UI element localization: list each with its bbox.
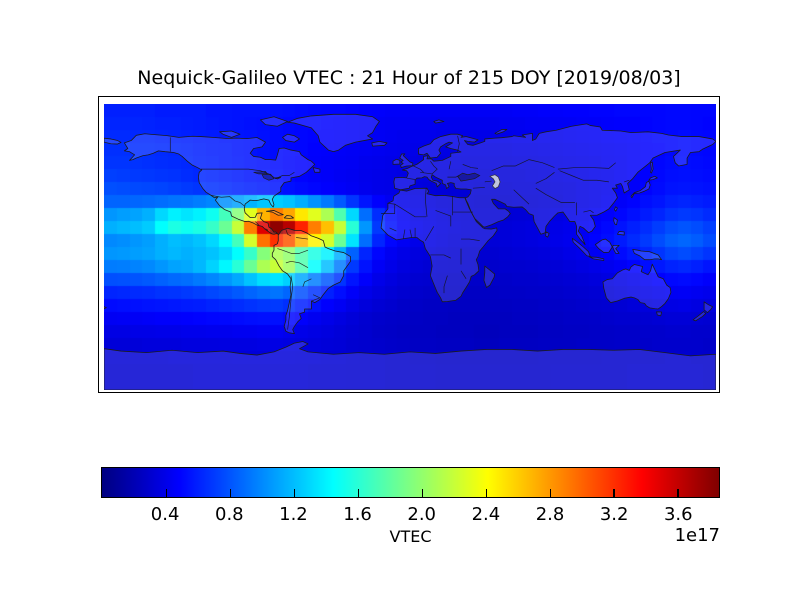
landmass-greenland xyxy=(288,114,380,151)
landmass-novaya-zemlya xyxy=(495,129,507,134)
map-area xyxy=(104,104,716,390)
colorbar-tick xyxy=(549,489,551,497)
landmass-eurasia xyxy=(394,124,716,245)
landmass-new-guinea xyxy=(633,249,662,259)
landmass-sulawesi xyxy=(612,245,619,253)
colorbar-tick-label: 2.4 xyxy=(471,504,501,525)
landmass-java xyxy=(589,257,603,261)
landmass-edge-islet xyxy=(104,307,106,309)
landmass-newfoundland xyxy=(313,168,320,173)
plot-title: Nequick-Galileo VTEC : 21 Hour of 215 DO… xyxy=(137,67,681,89)
landmass-north-america xyxy=(124,134,314,235)
colorbar-tick xyxy=(677,489,679,497)
colorbar-tick xyxy=(229,489,232,497)
landmass-new-zealand-north xyxy=(704,302,713,313)
caspian-sea xyxy=(490,175,500,189)
colorbar-tick xyxy=(357,489,360,497)
landmass-south-america xyxy=(272,228,350,333)
landmass-svalbard xyxy=(434,120,444,123)
landmass-japan xyxy=(631,181,650,198)
colorbar-label: VTEC xyxy=(389,527,432,546)
colorbar xyxy=(101,467,720,498)
black-sea xyxy=(458,173,480,181)
colorbar-tick-label: 3.6 xyxy=(663,504,693,525)
colorbar-tick xyxy=(613,489,615,497)
landmass-uk xyxy=(400,154,413,168)
landmass-antarctica xyxy=(104,342,716,390)
landmass-africa xyxy=(381,188,497,302)
colorbar-tick-label: 0.4 xyxy=(150,504,180,525)
colorbar-tick-label: 1.6 xyxy=(343,504,372,525)
landmass-baffin-island xyxy=(283,134,300,142)
landmass-sakhalin xyxy=(651,162,654,173)
country-borders xyxy=(170,136,629,330)
country-border-lines xyxy=(170,136,629,330)
colorbar-tick xyxy=(293,489,296,497)
landmass-ellesmere-island xyxy=(260,117,287,127)
land-polygons xyxy=(104,114,716,390)
landmass-madagascar xyxy=(484,266,495,287)
colorbar-gradient xyxy=(102,468,719,497)
colorbar-tick xyxy=(165,489,168,497)
landmass-new-zealand-south xyxy=(693,312,706,321)
colorbar-tick-label: 2.0 xyxy=(407,504,437,525)
landmass-iceland xyxy=(372,141,387,146)
map-axes xyxy=(98,96,720,393)
landmass-sri-lanka xyxy=(546,232,549,237)
landmass-hispaniola xyxy=(284,216,293,219)
landmass-borneo xyxy=(595,239,612,253)
world-map-overlay xyxy=(104,104,716,390)
landmass-australia xyxy=(603,264,671,309)
landmass-tasmania xyxy=(657,312,662,316)
vtec-heatmap xyxy=(104,104,716,390)
landmass-luzon xyxy=(614,218,618,225)
landmass-cuba xyxy=(266,210,283,215)
landmass-chukotka-wrap xyxy=(104,138,121,144)
landmass-hokkaido xyxy=(649,176,658,180)
landmass-victoria-island xyxy=(220,131,240,137)
colorbar-tick-labels: 0.4 0.8 1.2 1.6 2.0 2.4 2.8 3.2 3.6 xyxy=(101,504,720,526)
landmass-taiwan xyxy=(614,207,617,211)
colorbar-tick-label: 1.2 xyxy=(279,504,308,525)
landmass-ireland xyxy=(393,159,400,164)
colorbar-tick xyxy=(421,489,424,497)
colorbar-tick-label: 0.8 xyxy=(214,504,244,525)
colorbar-tick-label: 2.8 xyxy=(535,504,565,525)
colorbar-tick-label: 3.2 xyxy=(599,504,629,525)
colorbar-offset-text: 1e17 xyxy=(674,525,720,546)
landmass-mindanao xyxy=(617,231,624,235)
colorbar-tick xyxy=(485,489,488,497)
